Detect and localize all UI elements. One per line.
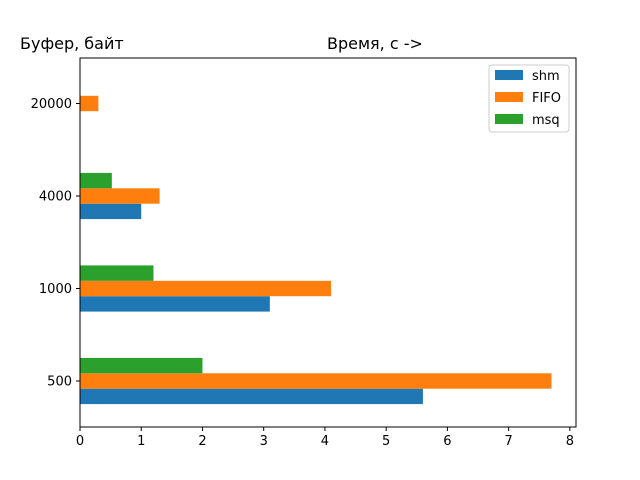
bar-msq-500 [80,357,203,374]
legend-label-shm: shm [532,69,560,84]
x-tick-label: 5 [382,434,390,449]
bar-fifo-1000 [80,280,332,297]
bar-fifo-20000 [80,95,99,112]
y-tick-label: 4000 [39,190,72,205]
x-tick-label: 2 [198,434,206,449]
x-tick-label: 0 [76,434,84,449]
x-tick-label: 3 [260,434,268,449]
x-axis-label: Время, с -> [327,34,423,53]
legend: shm FIFO msq [488,64,570,133]
x-tick-label: 4 [321,434,329,449]
y-tick-label: 1000 [39,282,72,297]
y-axis-label: Буфер, байт [20,34,124,53]
bars-group [80,95,552,405]
legend-swatch-shm [495,70,523,80]
bar-shm-4000 [80,203,142,220]
bar-fifo-4000 [80,188,160,204]
x-tick-label: 1 [137,434,145,449]
y-tick-label: 20000 [31,97,72,112]
plot-frame [79,57,577,428]
bar-msq-1000 [80,265,154,281]
bar-msq-4000 [80,172,112,189]
bar-shm-1000 [80,296,270,312]
legend-label-msq: msq [532,113,560,128]
x-axis-ticks: 0 1 2 3 4 5 6 7 8 [76,427,574,449]
bar-shm-500 [80,388,423,405]
y-tick-label: 500 [47,375,72,390]
y-axis-ticks: 500 1000 4000 20000 [31,97,80,390]
x-tick-label: 7 [505,434,513,449]
bar-fifo-500 [80,373,552,389]
x-tick-label: 6 [443,434,451,449]
legend-label-fifo: FIFO [532,91,561,106]
x-tick-label: 8 [566,434,574,449]
legend-swatch-msq [495,114,523,124]
legend-swatch-fifo [495,92,523,102]
